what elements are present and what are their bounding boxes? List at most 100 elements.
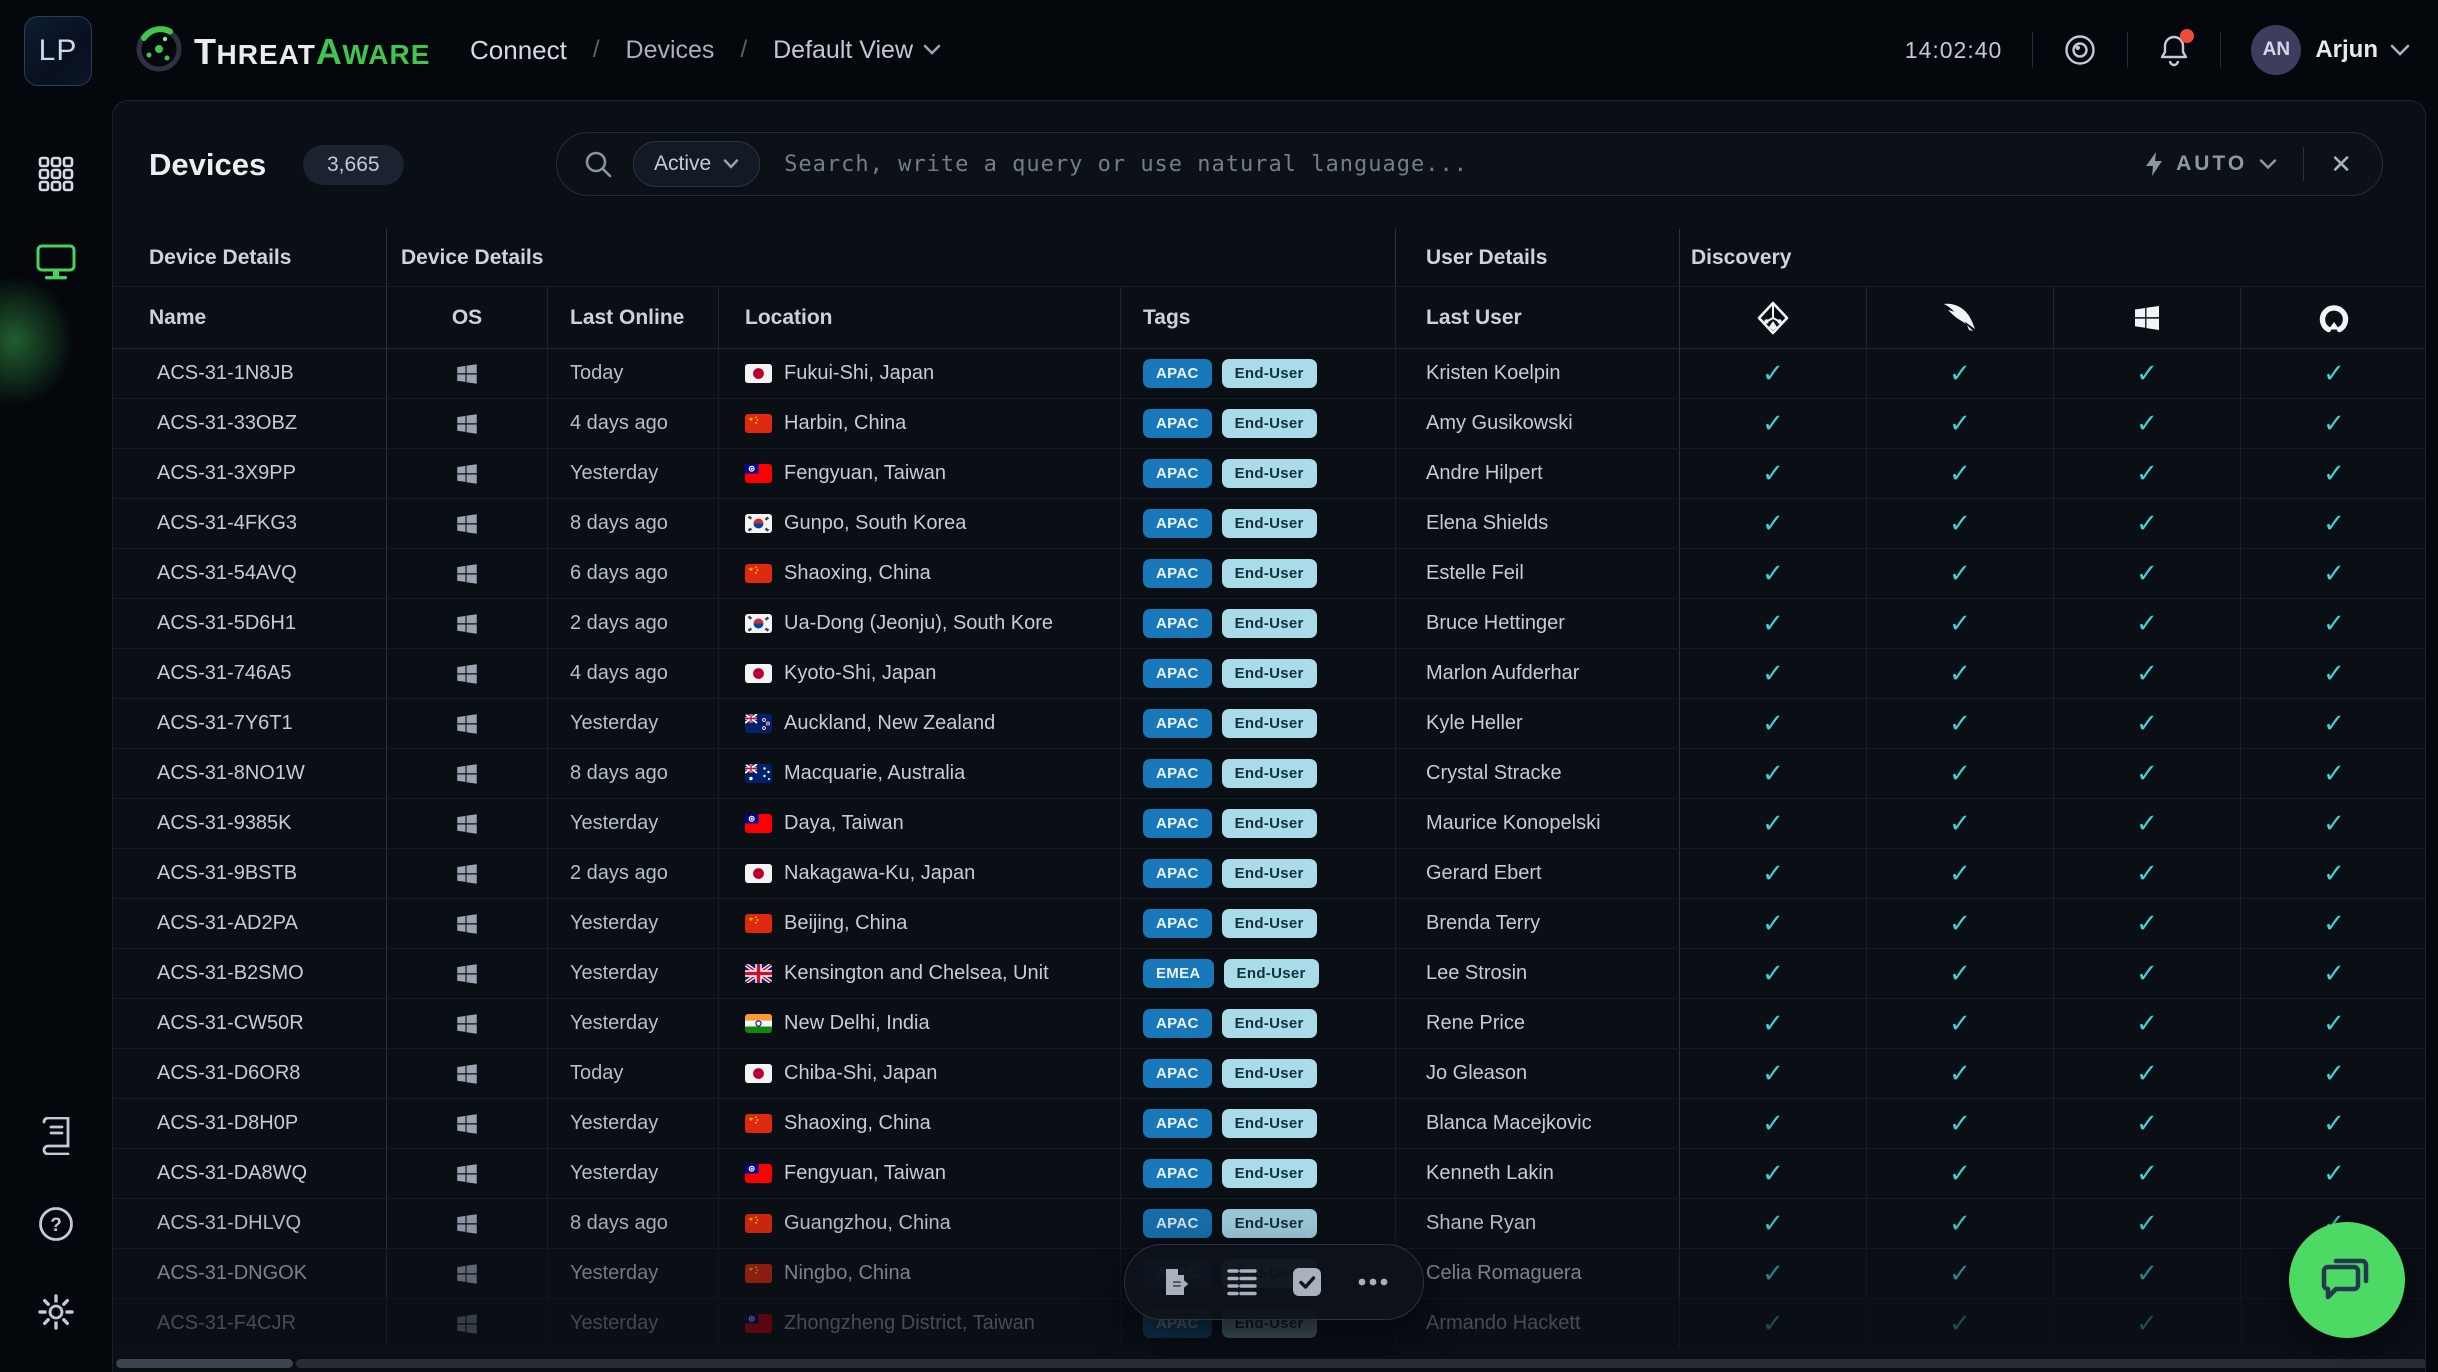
search-input[interactable] (784, 151, 2145, 177)
discovery-check-entra-id: ✓ (1680, 349, 1867, 398)
table-row[interactable]: ACS-31-F4CJR Yesterday Zhongzheng District… (113, 1299, 2425, 1349)
device-name[interactable]: ACS-31-8NO1W (113, 749, 387, 798)
device-name[interactable]: ACS-31-DHLVQ (113, 1199, 387, 1248)
device-last-user: Bruce Hettinger (1396, 599, 1680, 648)
avatar: AN (2251, 25, 2302, 75)
sidebar-item-apps[interactable] (0, 138, 112, 210)
discovery-check-automox: ✓ (2241, 699, 2425, 748)
device-last-user: Kyle Heller (1396, 699, 1680, 748)
table-row[interactable]: ACS-31-D8H0P Yesterday Shaoxing, China APAC… (113, 1099, 2425, 1149)
table-row[interactable]: ACS-31-D6OR8 Today Chiba-Shi, Japan APAC End… (113, 1049, 2425, 1099)
chevron-down-icon (923, 44, 941, 55)
table-row[interactable]: ACS-31-9385K Yesterday Daya, Taiwan APAC End… (113, 799, 2425, 849)
table-row[interactable]: ACS-31-B2SMO Yesterday Kensington and Chel… (113, 949, 2425, 999)
table-row[interactable]: ACS-31-33OBZ 4 days ago Harbin, China APAC E… (113, 399, 2425, 449)
table-row[interactable]: ACS-31-9BSTB 2 days ago Nakagawa-Ku, Japan… (113, 849, 2425, 899)
table-row[interactable]: ACS-31-7Y6T1 Yesterday Auckland, New Zeala… (113, 699, 2425, 749)
book-icon (42, 1117, 70, 1155)
device-name[interactable]: ACS-31-5D6H1 (113, 599, 387, 648)
more-actions-button[interactable] (1357, 1277, 1389, 1287)
scrollbar-thumb-frozen[interactable] (116, 1359, 293, 1368)
table-row[interactable]: ACS-31-54AVQ 6 days ago Shaoxing, China APA… (113, 549, 2425, 599)
sidebar-item-docs[interactable] (0, 1100, 112, 1172)
entra-id-icon (1757, 301, 1789, 334)
col-header-crowdstrike[interactable] (1867, 287, 2054, 348)
col-header-name[interactable]: Name (113, 287, 387, 348)
table-row[interactable]: ACS-31-CW50R Yesterday New Delhi, India APA… (113, 999, 2425, 1049)
chat-fab-button[interactable] (2289, 1222, 2405, 1338)
device-tags: APAC End-User (1121, 1049, 1396, 1098)
user-name: Arjun (2315, 36, 2378, 63)
device-name[interactable]: ACS-31-4FKG3 (113, 499, 387, 548)
device-location: New Delhi, India (719, 999, 1121, 1048)
tag-badge: End-User (1221, 509, 1317, 538)
user-menu[interactable]: AN Arjun (2251, 25, 2410, 75)
device-name[interactable]: ACS-31-7Y6T1 (113, 699, 387, 748)
table-row[interactable]: ACS-31-1N8JB Today Fukui-Shi, Japan APAC End… (113, 349, 2425, 399)
device-name[interactable]: ACS-31-1N8JB (113, 349, 387, 398)
breadcrumb-view-selector[interactable]: Default View (773, 36, 941, 65)
device-name[interactable]: ACS-31-54AVQ (113, 549, 387, 598)
device-name[interactable]: ACS-31-9BSTB (113, 849, 387, 898)
device-name[interactable]: ACS-31-B2SMO (113, 949, 387, 998)
breadcrumb-section[interactable]: Devices (625, 35, 715, 64)
col-header-os[interactable]: OS (387, 287, 548, 348)
notifications-button[interactable] (2158, 29, 2195, 67)
sidebar-item-settings[interactable] (0, 1276, 112, 1348)
col-header-automox[interactable] (2241, 287, 2425, 348)
select-rows-button[interactable] (1292, 1267, 1322, 1297)
device-name[interactable]: ACS-31-D8H0P (113, 1099, 387, 1148)
workspace-badge[interactable]: LP (24, 16, 92, 86)
device-tags: APAC End-User (1121, 1199, 1396, 1248)
breadcrumb-app[interactable]: Connect (470, 34, 567, 65)
table-row[interactable]: ACS-31-746A5 4 days ago Kyoto-Shi, Japan AP… (113, 649, 2425, 699)
table-row[interactable]: ACS-31-4FKG3 8 days ago Gunpo, South Korea… (113, 499, 2425, 549)
radar-logo-icon (134, 24, 184, 79)
device-name[interactable]: ACS-31-3X9PP (113, 449, 387, 498)
device-name[interactable]: ACS-31-DA8WQ (113, 1149, 387, 1198)
device-tags: APAC End-User (1121, 349, 1396, 398)
scrollbar-track[interactable] (296, 1359, 2425, 1368)
device-name[interactable]: ACS-31-CW50R (113, 999, 387, 1048)
brand-logo[interactable]: THREATAWARE (134, 24, 430, 79)
table-row[interactable]: ACS-31-3X9PP Yesterday Fengyuan, Taiwan APA… (113, 449, 2425, 499)
col-header-last-online[interactable]: Last Online (548, 287, 719, 348)
device-name[interactable]: ACS-31-AD2PA (113, 899, 387, 948)
device-name[interactable]: ACS-31-DNGOK (113, 1249, 387, 1298)
table-row[interactable]: ACS-31-DA8WQ Yesterday Fengyuan, Taiwan APA… (113, 1149, 2425, 1199)
discovery-check-crowdstrike: ✓ (1867, 699, 2054, 748)
clear-search-button[interactable]: ✕ (2330, 148, 2352, 179)
col-header-location[interactable]: Location (719, 287, 1121, 348)
device-name[interactable]: ACS-31-33OBZ (113, 399, 387, 448)
col-header-last-user[interactable]: Last User (1396, 287, 1680, 348)
table-row[interactable]: ACS-31-DHLVQ 8 days ago Guangzhou, China AP… (113, 1199, 2425, 1249)
auto-mode-button[interactable]: AUTO (2144, 151, 2277, 177)
list-view-button[interactable] (1226, 1267, 1258, 1297)
status-filter-dropdown[interactable]: Active (633, 141, 761, 187)
device-name[interactable]: ACS-31-D6OR8 (113, 1049, 387, 1098)
device-tags: APAC End-User (1121, 449, 1396, 498)
device-last-user: Armando Hackett (1396, 1299, 1680, 1348)
device-location: Daya, Taiwan (719, 799, 1121, 848)
horizontal-scrollbar[interactable] (116, 1359, 2425, 1368)
table-row[interactable]: ACS-31-8NO1W 8 days ago Macquarie, Austral… (113, 749, 2425, 799)
device-name[interactable]: ACS-31-9385K (113, 799, 387, 848)
tag-badge: End-User (1221, 1009, 1317, 1038)
table-row[interactable]: ACS-31-AD2PA Yesterday Beijing, China APAC E… (113, 899, 2425, 949)
watch-eye-button[interactable] (2063, 33, 2097, 67)
table-row[interactable]: ACS-31-5D6H1 2 days ago Ua-Dong (Jeonju), … (113, 599, 2425, 649)
country-flag-tw (745, 814, 772, 833)
col-header-tags[interactable]: Tags (1121, 287, 1396, 348)
discovery-check-entra-id: ✓ (1680, 499, 1867, 548)
sidebar-item-devices[interactable] (0, 226, 112, 298)
sidebar-item-help[interactable]: ? (0, 1188, 112, 1260)
col-header-microsoft[interactable] (2054, 287, 2241, 348)
device-name[interactable]: ACS-31-F4CJR (113, 1299, 387, 1348)
device-name[interactable]: ACS-31-746A5 (113, 649, 387, 698)
col-header-entra-id[interactable] (1680, 287, 1867, 348)
windows-os-icon (457, 513, 477, 534)
tag-badge: APAC (1143, 809, 1212, 838)
device-location: Kensington and Chelsea, Unit (719, 949, 1121, 998)
tag-badge: End-User (1221, 809, 1317, 838)
export-button[interactable] (1159, 1266, 1191, 1298)
